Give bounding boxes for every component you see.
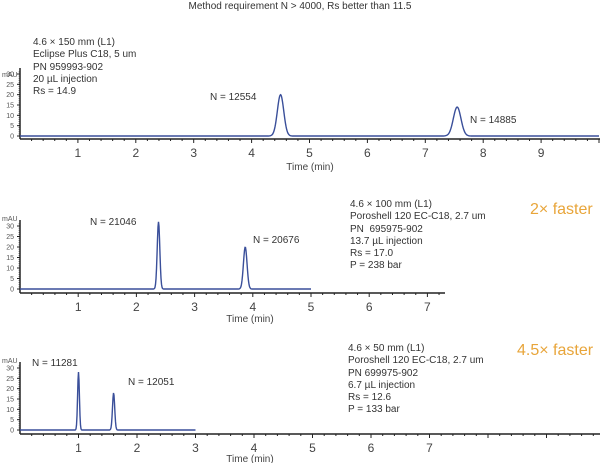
y-tick-label: 30 <box>6 366 14 373</box>
chromatogram-trace <box>20 372 196 431</box>
column-info-2: 4.6 × 100 mm (L1) Poroshell 120 EC-C18, … <box>350 199 486 272</box>
y-tick-label: 20 <box>6 92 14 99</box>
x-tick-label: 3 <box>190 146 197 160</box>
x-tick-label: 6 <box>364 146 371 160</box>
x-axis-label: Time (min) <box>226 454 273 463</box>
speedup-label-3: 4.5× faster <box>517 342 594 359</box>
peak-label: N = 12051 <box>128 377 175 388</box>
peak-label: N = 20676 <box>253 235 300 246</box>
x-tick-label: 7 <box>422 146 429 160</box>
x-tick-label: 4 <box>249 300 256 314</box>
y-tick-label: 5 <box>10 123 14 130</box>
x-tick-label: 7 <box>426 441 433 455</box>
x-tick-label: 6 <box>366 300 373 314</box>
x-tick-label: 1 <box>75 300 82 314</box>
x-tick-label: 8 <box>480 146 487 160</box>
x-tick-label: 3 <box>192 441 199 455</box>
column-info-3: 4.6 × 50 mm (L1) Poroshell 120 EC-C18, 2… <box>348 343 484 416</box>
y-tick-label: 25 <box>6 376 14 383</box>
y-tick-label: 0 <box>10 134 14 141</box>
x-tick-label: 9 <box>538 146 545 160</box>
y-tick-label: 15 <box>6 103 14 110</box>
x-tick-label: 2 <box>133 300 140 314</box>
x-tick-label: 2 <box>132 146 139 160</box>
peak-label: N = 21046 <box>90 217 137 228</box>
y-tick-label: 10 <box>6 266 14 273</box>
y-tick-label: 5 <box>10 276 14 283</box>
column-info-1: 4.6 × 150 mm (L1) Eclipse Plus C18, 5 um… <box>33 37 137 98</box>
chromatogram-trace <box>20 93 599 137</box>
x-tick-label: 2 <box>134 441 141 455</box>
y-tick-label: 10 <box>6 113 14 120</box>
y-tick-label: 5 <box>10 417 14 424</box>
y-tick-label: 10 <box>6 407 14 414</box>
x-tick-label: 1 <box>75 146 82 160</box>
x-tick-label: 5 <box>306 146 313 160</box>
y-tick-label: 15 <box>6 255 14 262</box>
x-tick-label: 6 <box>368 441 375 455</box>
x-tick-label: 5 <box>308 300 315 314</box>
chromatogram-trace <box>20 221 311 290</box>
x-tick-label: 7 <box>424 300 431 314</box>
x-tick-label: 3 <box>191 300 198 314</box>
x-tick-label: 4 <box>251 441 258 455</box>
peak-label: N = 11281 <box>32 358 78 369</box>
x-tick-label: 1 <box>75 441 82 455</box>
y-axis-label: mAU <box>2 216 18 223</box>
y-axis-label: mAU <box>2 358 18 365</box>
speedup-label-2: 2× faster <box>530 201 593 218</box>
y-axis-label: mAU <box>2 72 18 79</box>
peak-label: N = 12554 <box>210 92 257 103</box>
y-tick-label: 20 <box>6 245 14 252</box>
x-tick-label: 4 <box>248 146 255 160</box>
y-tick-label: 25 <box>6 82 14 89</box>
y-tick-label: 30 <box>6 224 14 231</box>
x-tick-label: 5 <box>309 441 316 455</box>
x-axis-label: Time (min) <box>226 314 273 325</box>
y-tick-label: 0 <box>10 428 14 435</box>
y-tick-label: 20 <box>6 386 14 393</box>
peak-label: N = 14885 <box>470 115 517 126</box>
y-tick-label: 15 <box>6 397 14 404</box>
y-tick-label: 0 <box>10 287 14 294</box>
y-tick-label: 30 <box>6 72 14 79</box>
chart-title: Method requirement N > 4000, Rs better t… <box>188 1 412 12</box>
x-axis-label: Time (min) <box>286 162 333 173</box>
y-tick-label: 25 <box>6 234 14 241</box>
